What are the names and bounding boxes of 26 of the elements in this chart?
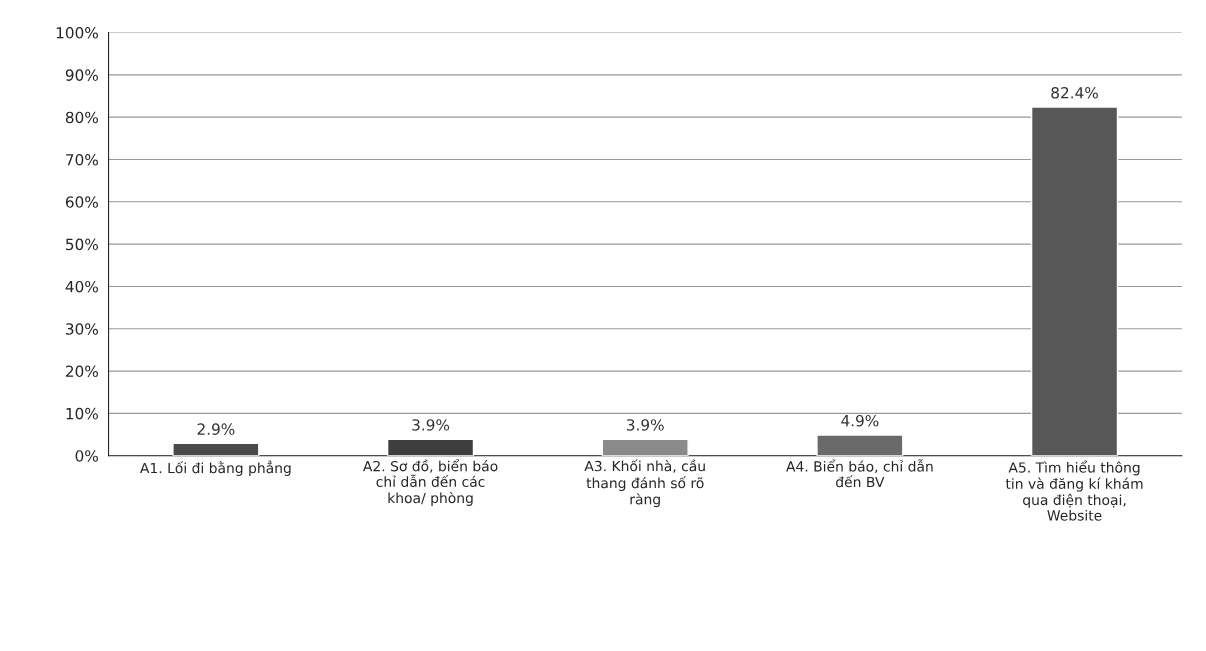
x-tick-label: A1. Lối đi bằng phẳng — [140, 460, 291, 476]
y-tick-label: 0% — [75, 450, 98, 462]
data-label: 2.9% — [197, 423, 235, 435]
bar — [601, 438, 689, 456]
y-tick-label: 50% — [66, 238, 98, 251]
y-tick-label: 60% — [65, 196, 98, 208]
x-tick-label: A3. Khối nhà, cầu thang đánh số rõ ràng — [584, 459, 705, 508]
x-tick-label: A4. Biển báo, chỉ dẫn đến BV — [786, 459, 933, 488]
y-tick-label: 10% — [66, 407, 98, 420]
data-label: 4.9% — [841, 414, 879, 427]
y-tick-label: 70% — [66, 153, 98, 166]
data-label: 3.9% — [626, 419, 664, 431]
y-tick-label: 30% — [66, 323, 98, 335]
bar — [386, 438, 475, 456]
y-tick-label: 40% — [65, 280, 98, 293]
y-tick-label: 80% — [65, 111, 98, 124]
y-tick-label: 20% — [65, 365, 98, 378]
y-tick-label: 100% — [56, 27, 98, 39]
data-label: 82.4% — [1051, 86, 1098, 99]
x-tick-label: A5. Tìm hiểu thông tin và đăng kí khám qua điện thoại, Website — [1005, 460, 1143, 521]
y-tick-label: 90% — [65, 69, 98, 81]
data-label: 3.9% — [412, 419, 450, 431]
bar — [172, 442, 260, 456]
bar — [1030, 106, 1119, 456]
x-tick-label: A2. Sơ đồ, biển báo chỉ dẫn đến các khoa/ phòng — [363, 459, 498, 506]
bar — [816, 434, 904, 456]
